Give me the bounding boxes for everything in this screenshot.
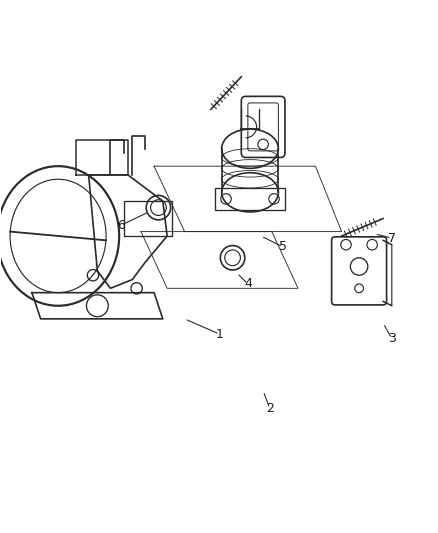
Text: 3: 3 <box>387 332 395 345</box>
Text: 5: 5 <box>278 240 286 253</box>
Bar <box>215 188 284 210</box>
Text: 7: 7 <box>387 232 395 245</box>
Text: 6: 6 <box>117 219 125 231</box>
Text: 1: 1 <box>215 328 223 341</box>
Text: 4: 4 <box>244 278 251 290</box>
Text: 2: 2 <box>265 402 273 415</box>
